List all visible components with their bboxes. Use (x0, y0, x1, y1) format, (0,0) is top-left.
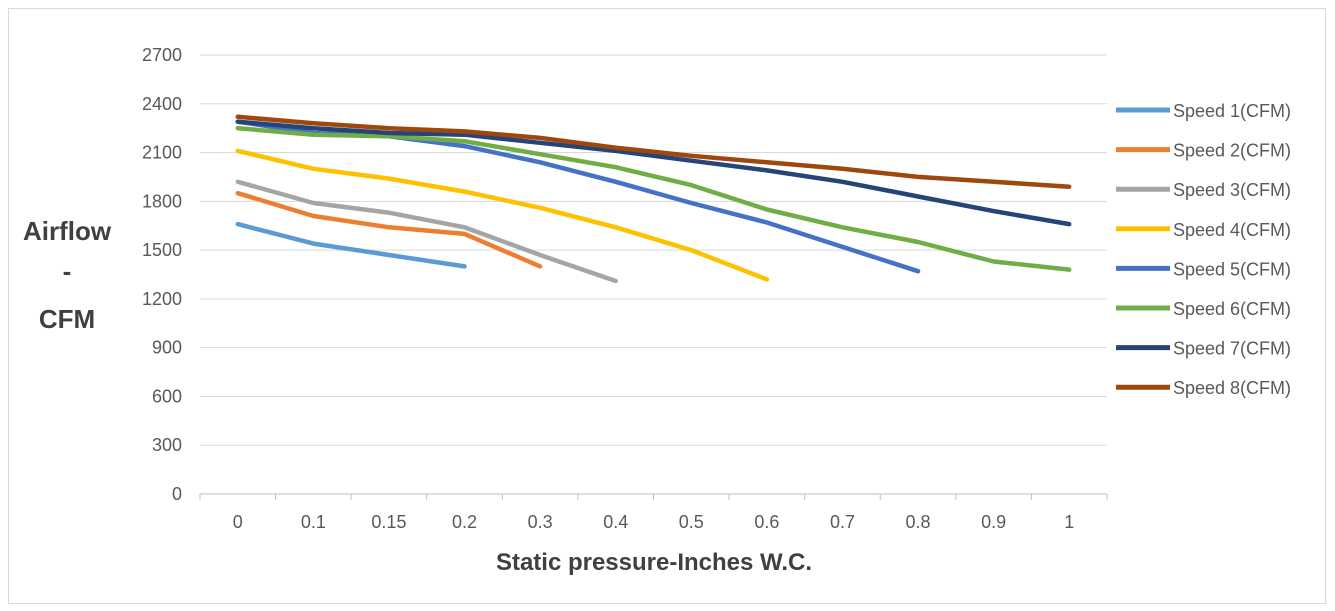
series-line-speed-7 (235, 119, 1072, 227)
x-axis-title: Static pressure-Inches W.C. (496, 549, 812, 576)
y-axis-title: Airflow - CFM (23, 216, 112, 334)
x-tick-label: 0.9 (981, 512, 1006, 532)
y-tick-label: 0 (172, 484, 182, 504)
x-tick-label: 0 (233, 512, 243, 532)
y-axis-title-line: - (63, 256, 72, 286)
legend-label: Speed 2(CFM) (1173, 141, 1291, 161)
legend-label: Speed 4(CFM) (1173, 220, 1291, 240)
x-tick-label: 0.4 (603, 512, 628, 532)
y-axis-title-line: Airflow (23, 216, 112, 246)
x-tick-labels: 0 0.1 0.15 0.2 0.3 0.4 0.5 0.6 0.7 0.8 0.9 1 (233, 512, 1074, 532)
y-tick-label: 1800 (142, 191, 182, 211)
legend-label: Speed 8(CFM) (1173, 378, 1291, 398)
x-tick-label: 0.1 (301, 512, 326, 532)
x-tick-label: 0.3 (528, 512, 553, 532)
y-axis-title-line: CFM (39, 304, 95, 334)
x-tick-label: 0.15 (371, 512, 406, 532)
x-tick-label: 0.6 (754, 512, 779, 532)
series-lines (235, 114, 1072, 284)
legend-label: Speed 5(CFM) (1173, 259, 1291, 279)
y-tick-label: 1200 (142, 289, 182, 309)
x-tick-label: 0.2 (452, 512, 477, 532)
chart-frame (8, 8, 1326, 604)
legend-label: Speed 1(CFM) (1173, 101, 1291, 121)
x-tick-label: 0.8 (906, 512, 931, 532)
series-line-speed-1 (235, 221, 467, 269)
x-tick-label: 0.7 (830, 512, 855, 532)
series-line-speed-6 (235, 125, 1072, 272)
axes (199, 493, 1108, 500)
y-tick-label: 1500 (142, 240, 182, 260)
y-tick-label: 2100 (142, 143, 182, 163)
series-line-speed-4 (235, 148, 770, 282)
legend-label: Speed 3(CFM) (1173, 180, 1291, 200)
y-tick-label: 300 (152, 435, 182, 455)
gridlines (200, 54, 1107, 446)
y-tick-label: 900 (152, 338, 182, 358)
y-tick-label: 600 (152, 386, 182, 406)
x-tick-label: 0.5 (679, 512, 704, 532)
y-tick-label: 2700 (142, 45, 182, 65)
legend: Speed 1(CFM) Speed 2(CFM) Speed 3(CFM) Spee… (1116, 101, 1291, 398)
series-line-speed-8 (235, 114, 1072, 189)
legend-label: Speed 7(CFM) (1173, 339, 1291, 359)
y-tick-label: 2400 (142, 94, 182, 114)
y-tick-labels: 0 300 600 900 1200 1500 1800 2100 2400 2700 (142, 45, 182, 504)
legend-label: Speed 6(CFM) (1173, 299, 1291, 319)
series-line-speed-3 (235, 179, 618, 284)
x-tick-label: 1 (1064, 512, 1074, 532)
series-line-speed-2 (235, 190, 543, 269)
